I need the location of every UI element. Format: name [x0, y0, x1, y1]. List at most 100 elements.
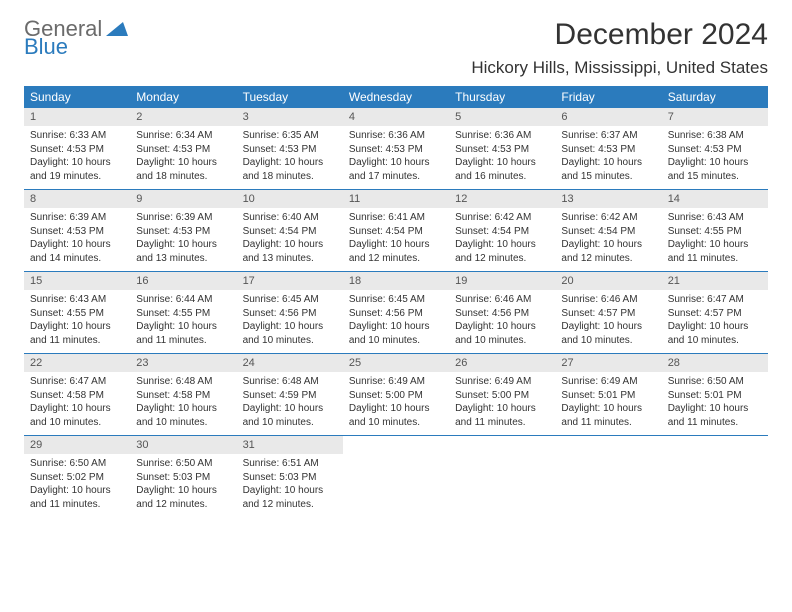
- day-5-daylight: Daylight: 10 hours and 16 minutes.: [455, 156, 549, 183]
- day-27-number: 27: [555, 354, 661, 373]
- day-10-sunset: Sunset: 4:54 PM: [243, 225, 337, 239]
- day-15-sunrise: Sunrise: 6:43 AM: [30, 293, 124, 307]
- day-27-daylight: Daylight: 10 hours and 11 minutes.: [561, 402, 655, 429]
- day-24-daylight: Daylight: 10 hours and 10 minutes.: [243, 402, 337, 429]
- day-22-info: Sunrise: 6:47 AMSunset: 4:58 PMDaylight:…: [24, 372, 130, 436]
- day-30-sunrise: Sunrise: 6:50 AM: [136, 457, 230, 471]
- day-26-number: 26: [449, 354, 555, 373]
- day-6-number: 6: [555, 108, 661, 126]
- day-25-sunrise: Sunrise: 6:49 AM: [349, 375, 443, 389]
- day-1-sunset: Sunset: 4:53 PM: [30, 143, 124, 157]
- day-28-daylight: Daylight: 10 hours and 11 minutes.: [668, 402, 762, 429]
- day-16-daylight: Daylight: 10 hours and 11 minutes.: [136, 320, 230, 347]
- day-23-sunrise: Sunrise: 6:48 AM: [136, 375, 230, 389]
- week-4-info: Sunrise: 6:47 AMSunset: 4:58 PMDaylight:…: [24, 372, 768, 436]
- day-24-sunset: Sunset: 4:59 PM: [243, 389, 337, 403]
- day-15-number: 15: [24, 272, 130, 291]
- day-18-sunset: Sunset: 4:56 PM: [349, 307, 443, 321]
- day-30-info: Sunrise: 6:50 AMSunset: 5:03 PMDaylight:…: [130, 454, 236, 517]
- day-27-sunset: Sunset: 5:01 PM: [561, 389, 655, 403]
- day-6-daylight: Daylight: 10 hours and 15 minutes.: [561, 156, 655, 183]
- day-18-sunrise: Sunrise: 6:45 AM: [349, 293, 443, 307]
- weekday-thursday: Thursday: [449, 86, 555, 108]
- week-2-daynums: 891011121314: [24, 190, 768, 209]
- day-23-sunset: Sunset: 4:58 PM: [136, 389, 230, 403]
- day-7-daylight: Daylight: 10 hours and 15 minutes.: [668, 156, 762, 183]
- week-3-daynums: 15161718192021: [24, 272, 768, 291]
- day-10-daylight: Daylight: 10 hours and 13 minutes.: [243, 238, 337, 265]
- day-3-number: 3: [237, 108, 343, 126]
- day-3-daylight: Daylight: 10 hours and 18 minutes.: [243, 156, 337, 183]
- day-9-number: 9: [130, 190, 236, 209]
- week-1-daynums: 1234567: [24, 108, 768, 126]
- day-31-daylight: Daylight: 10 hours and 12 minutes.: [243, 484, 337, 511]
- day-7-sunrise: Sunrise: 6:38 AM: [668, 129, 762, 143]
- day-4-sunset: Sunset: 4:53 PM: [349, 143, 443, 157]
- calendar-table: SundayMondayTuesdayWednesdayThursdayFrid…: [24, 86, 768, 517]
- day-11-info: Sunrise: 6:41 AMSunset: 4:54 PMDaylight:…: [343, 208, 449, 272]
- day-5-sunrise: Sunrise: 6:36 AM: [455, 129, 549, 143]
- day-23-number: 23: [130, 354, 236, 373]
- day-21-number: 21: [662, 272, 768, 291]
- day-22-sunrise: Sunrise: 6:47 AM: [30, 375, 124, 389]
- day-14-info: Sunrise: 6:43 AMSunset: 4:55 PMDaylight:…: [662, 208, 768, 272]
- day-2-sunset: Sunset: 4:53 PM: [136, 143, 230, 157]
- day-19-sunset: Sunset: 4:56 PM: [455, 307, 549, 321]
- day-17-sunset: Sunset: 4:56 PM: [243, 307, 337, 321]
- day-26-info: Sunrise: 6:49 AMSunset: 5:00 PMDaylight:…: [449, 372, 555, 436]
- day-19-sunrise: Sunrise: 6:46 AM: [455, 293, 549, 307]
- day-6-info: Sunrise: 6:37 AMSunset: 4:53 PMDaylight:…: [555, 126, 661, 190]
- day-2-info: Sunrise: 6:34 AMSunset: 4:53 PMDaylight:…: [130, 126, 236, 190]
- day-15-info: Sunrise: 6:43 AMSunset: 4:55 PMDaylight:…: [24, 290, 130, 354]
- day-12-daylight: Daylight: 10 hours and 12 minutes.: [455, 238, 549, 265]
- empty-cell: [343, 454, 449, 517]
- day-25-info: Sunrise: 6:49 AMSunset: 5:00 PMDaylight:…: [343, 372, 449, 436]
- day-29-number: 29: [24, 436, 130, 455]
- day-10-info: Sunrise: 6:40 AMSunset: 4:54 PMDaylight:…: [237, 208, 343, 272]
- day-24-sunrise: Sunrise: 6:48 AM: [243, 375, 337, 389]
- day-13-number: 13: [555, 190, 661, 209]
- week-1-info: Sunrise: 6:33 AMSunset: 4:53 PMDaylight:…: [24, 126, 768, 190]
- weekday-wednesday: Wednesday: [343, 86, 449, 108]
- day-12-number: 12: [449, 190, 555, 209]
- day-18-daylight: Daylight: 10 hours and 10 minutes.: [349, 320, 443, 347]
- day-15-sunset: Sunset: 4:55 PM: [30, 307, 124, 321]
- day-22-daylight: Daylight: 10 hours and 10 minutes.: [30, 402, 124, 429]
- day-18-number: 18: [343, 272, 449, 291]
- day-12-sunrise: Sunrise: 6:42 AM: [455, 211, 549, 225]
- day-5-sunset: Sunset: 4:53 PM: [455, 143, 549, 157]
- day-22-sunset: Sunset: 4:58 PM: [30, 389, 124, 403]
- empty-cell: [662, 454, 768, 517]
- day-11-sunset: Sunset: 4:54 PM: [349, 225, 443, 239]
- page-title: December 2024: [471, 18, 768, 52]
- day-31-number: 31: [237, 436, 343, 455]
- day-4-daylight: Daylight: 10 hours and 17 minutes.: [349, 156, 443, 183]
- day-16-sunset: Sunset: 4:55 PM: [136, 307, 230, 321]
- day-20-sunset: Sunset: 4:57 PM: [561, 307, 655, 321]
- day-9-info: Sunrise: 6:39 AMSunset: 4:53 PMDaylight:…: [130, 208, 236, 272]
- week-5-info: Sunrise: 6:50 AMSunset: 5:02 PMDaylight:…: [24, 454, 768, 517]
- day-6-sunrise: Sunrise: 6:37 AM: [561, 129, 655, 143]
- day-29-sunrise: Sunrise: 6:50 AM: [30, 457, 124, 471]
- day-16-sunrise: Sunrise: 6:44 AM: [136, 293, 230, 307]
- day-14-sunset: Sunset: 4:55 PM: [668, 225, 762, 239]
- day-12-sunset: Sunset: 4:54 PM: [455, 225, 549, 239]
- empty-cell: [343, 436, 449, 455]
- day-28-sunset: Sunset: 5:01 PM: [668, 389, 762, 403]
- empty-cell: [449, 454, 555, 517]
- day-14-sunrise: Sunrise: 6:43 AM: [668, 211, 762, 225]
- day-8-daylight: Daylight: 10 hours and 14 minutes.: [30, 238, 124, 265]
- day-1-sunrise: Sunrise: 6:33 AM: [30, 129, 124, 143]
- day-19-number: 19: [449, 272, 555, 291]
- day-19-info: Sunrise: 6:46 AMSunset: 4:56 PMDaylight:…: [449, 290, 555, 354]
- day-14-number: 14: [662, 190, 768, 209]
- day-8-number: 8: [24, 190, 130, 209]
- day-18-info: Sunrise: 6:45 AMSunset: 4:56 PMDaylight:…: [343, 290, 449, 354]
- day-8-sunset: Sunset: 4:53 PM: [30, 225, 124, 239]
- empty-cell: [449, 436, 555, 455]
- day-3-info: Sunrise: 6:35 AMSunset: 4:53 PMDaylight:…: [237, 126, 343, 190]
- day-3-sunset: Sunset: 4:53 PM: [243, 143, 337, 157]
- week-3-info: Sunrise: 6:43 AMSunset: 4:55 PMDaylight:…: [24, 290, 768, 354]
- title-block: December 2024 Hickory Hills, Mississippi…: [471, 18, 768, 78]
- day-23-info: Sunrise: 6:48 AMSunset: 4:58 PMDaylight:…: [130, 372, 236, 436]
